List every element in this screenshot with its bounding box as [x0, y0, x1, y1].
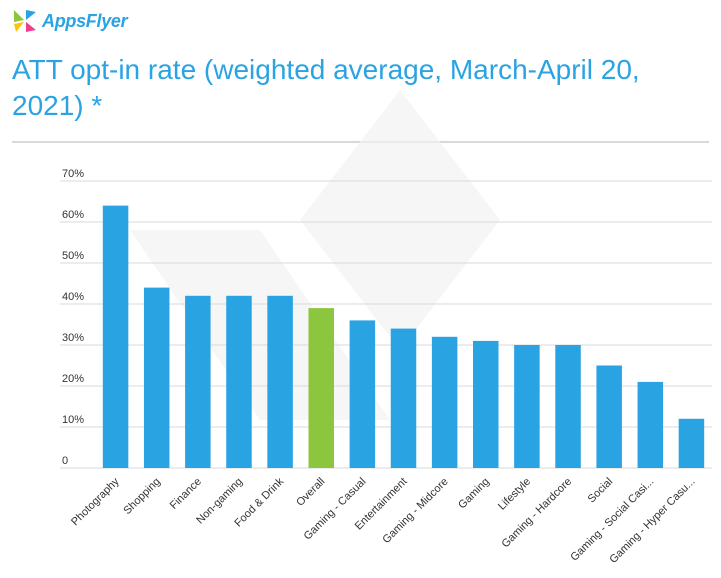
bar — [349, 320, 376, 468]
bars — [102, 205, 705, 468]
x-tick-label: Finance — [168, 476, 204, 512]
y-tick-label: 60% — [62, 209, 84, 221]
y-tick-label: 0 — [62, 455, 68, 467]
x-tick-label: Gaming - Social Casi... — [568, 476, 656, 564]
y-axis-ticks: 0 10% 20% 30% 40% 50% 60% 70% — [62, 168, 84, 467]
appsflyer-wings-icon — [14, 10, 36, 32]
x-tick-label: Gaming - Hyper Casu... — [607, 476, 697, 566]
x-tick-label: Social — [586, 476, 616, 506]
bar — [596, 365, 622, 468]
bar — [431, 336, 458, 468]
bar — [514, 345, 540, 468]
logo-text: AppsFlyer — [42, 10, 128, 31]
bar — [102, 205, 129, 468]
y-tick-label: 20% — [62, 373, 84, 385]
bar — [555, 345, 581, 468]
bar — [678, 418, 705, 468]
y-tick-label: 10% — [62, 414, 84, 426]
bar — [308, 308, 334, 468]
bar — [473, 340, 499, 468]
bar — [390, 328, 417, 468]
x-tick-label: Gaming - Hardcore — [500, 476, 575, 551]
y-tick-label: 50% — [62, 250, 84, 262]
bar — [143, 287, 170, 468]
bar — [226, 295, 252, 468]
appsflyer-logo: AppsFlyer — [12, 8, 128, 34]
y-tick-label: 30% — [62, 332, 84, 344]
x-tick-label: Lifestyle — [496, 476, 533, 513]
chart-title: ATT opt-in rate (weighted average, March… — [12, 54, 640, 121]
bar — [267, 295, 293, 468]
x-tick-label: Gaming — [456, 476, 492, 512]
y-tick-label: 40% — [62, 291, 84, 303]
x-tick-label: Overall — [294, 476, 327, 509]
x-tick-label: Shopping — [121, 476, 162, 517]
x-axis-labels: Photography Shopping FinanceNon-gamingFood… — [69, 475, 697, 566]
bar — [185, 295, 211, 468]
y-tick-label: 70% — [62, 168, 84, 180]
bar — [637, 381, 664, 468]
x-tick-label: Photography — [69, 475, 122, 528]
